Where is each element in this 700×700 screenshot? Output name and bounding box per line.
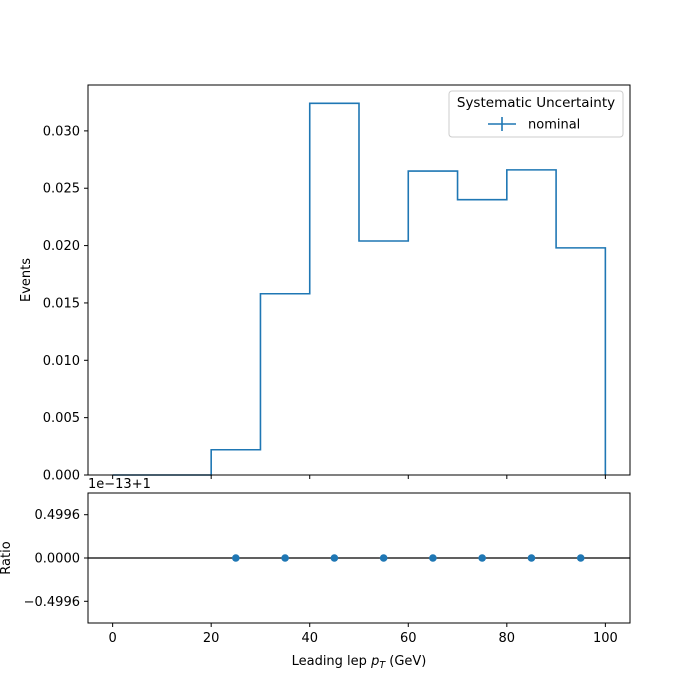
ratio-point [576, 554, 585, 562]
ratio-point [232, 554, 240, 562]
ratio-y-tick-label: −0.4996 [24, 595, 80, 610]
ratio-panel: −0.4996 0.0000 0.4996 0 20 40 60 80 100 1e−13+1… [0, 477, 631, 671]
x-axis-label-suffix: (GeV) [385, 654, 426, 669]
ratio-point [527, 554, 536, 562]
legend-marker-nominal [488, 117, 516, 131]
ratio-y-ticks: −0.4996 0.0000 0.4996 [24, 508, 88, 610]
ratio-x-tick-label: 80 [499, 631, 516, 646]
main-y-axis-label: Events [19, 258, 34, 302]
main-y-tick-label: 0.030 [43, 124, 80, 139]
main-y-ticks: 0.000 0.005 0.010 0.015 0.020 0.025 0.030 [43, 124, 88, 484]
main-axes-frame [87, 84, 631, 476]
main-y-tick-label: 0.005 [43, 411, 80, 426]
x-axis-label: Leading lep pT (GeV) [292, 654, 427, 671]
ratio-x-tick-label: 40 [301, 631, 318, 646]
ratio-y-axis-label: Ratio [0, 541, 14, 574]
legend-entry-nominal: nominal [528, 118, 580, 133]
ratio-point [379, 554, 388, 562]
ratio-points [232, 554, 585, 562]
ratio-point [478, 554, 486, 562]
main-histogram [112, 102, 607, 476]
main-y-tick-label: 0.025 [43, 182, 80, 197]
ratio-x-tick-label: 20 [203, 631, 220, 646]
ratio-point [429, 554, 437, 562]
ratio-x-ticks: 0 20 40 60 80 100 [108, 623, 618, 646]
legend-title: Systematic Uncertainty [457, 95, 615, 111]
histogram-step-nominal [112, 102, 607, 476]
ratio-y-tick-label: 0.0000 [35, 552, 81, 567]
main-y-tick-label: 0.010 [43, 354, 80, 369]
ratio-y-tick-label: 0.4996 [35, 508, 81, 523]
legend: Systematic Uncertainty nominal [448, 90, 624, 138]
ratio-axes-frame [87, 492, 631, 624]
main-y-tick-label: 0.000 [43, 469, 80, 484]
main-x-ticks [112, 475, 606, 479]
main-y-tick-label: 0.015 [43, 296, 80, 311]
main-panel: 0.000 0.005 0.010 0.015 0.020 0.025 0.030 Even… [19, 84, 631, 484]
ratio-x-tick-label: 0 [108, 631, 116, 646]
x-axis-label-variable: p [370, 654, 379, 669]
ratio-point [330, 554, 339, 562]
ratio-offset-text: 1e−13+1 [88, 477, 151, 492]
ratio-x-tick-label: 60 [400, 631, 417, 646]
ratio-point [281, 554, 289, 562]
ratio-x-tick-label: 100 [593, 631, 618, 646]
x-axis-label-subscript: T [379, 660, 386, 671]
legend-box [448, 90, 624, 138]
x-axis-label-prefix: Leading lep [292, 654, 371, 669]
main-y-tick-label: 0.020 [43, 239, 80, 254]
